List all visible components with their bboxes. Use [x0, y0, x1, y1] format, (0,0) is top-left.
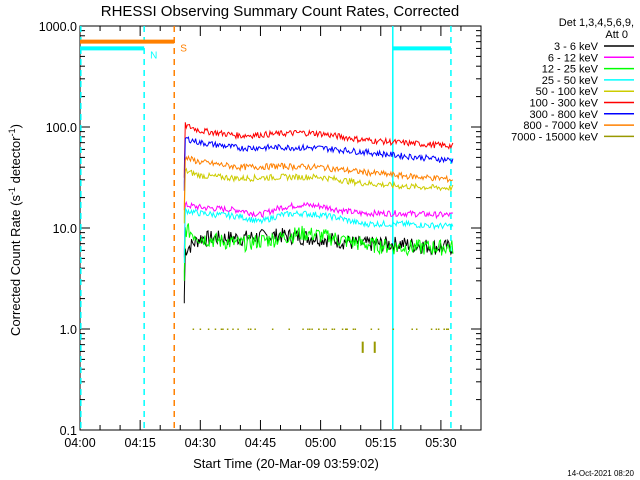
series-7000-15000-kev-dot	[199, 328, 202, 330]
series-7000-15000-kev-dot	[392, 328, 395, 330]
series-7000-15000-kev-dot	[226, 328, 229, 330]
legend-entry-label: 7000 - 15000 keV	[511, 131, 599, 143]
y-tick-label: 100.0	[46, 121, 77, 135]
flag-label: S	[180, 44, 187, 55]
series-7000-15000-kev-dot	[411, 328, 413, 330]
series-7000-15000-kev-dot	[443, 328, 445, 330]
y-axis-label: Corrected Count Rate (s-1 detector-1)	[7, 124, 23, 336]
legend-entry-label: 12 - 25 keV	[542, 64, 599, 76]
series-7000-15000-kev-dot	[232, 328, 234, 330]
series-7000-15000-kev-dot	[323, 328, 325, 330]
legend-entry-label: 300 - 800 keV	[530, 109, 599, 121]
legend-entry-label: 800 - 7000 keV	[523, 120, 598, 132]
series-7000-15000-kev-dot	[377, 328, 380, 330]
series-7000-15000-kev-dot	[247, 328, 250, 330]
x-tick-label: 04:30	[185, 436, 216, 450]
series-7000-15000-kev-dot	[333, 328, 336, 330]
series-7000-15000-kev-dot	[214, 328, 217, 330]
x-tick-label: 05:15	[365, 436, 396, 450]
x-axis-label: Start Time (20-Mar-09 03:59:02)	[193, 456, 379, 471]
series-7000-15000-kev-dot	[288, 328, 290, 330]
series-7000-15000-kev-dot	[311, 328, 313, 330]
plot-frame	[79, 25, 482, 431]
series-7000-15000-kev-dot	[207, 328, 210, 330]
series-7000-15000-kev-dot	[302, 328, 304, 330]
series-25-50-kev-line	[183, 206, 454, 263]
y-tick-label: 1.0	[60, 323, 77, 337]
series-50-100-kev-line	[183, 167, 454, 224]
y-tick-label: 10.0	[53, 222, 77, 236]
series-7000-15000-kev-dot	[220, 328, 223, 330]
legend-entry-label: 3 - 6 keV	[554, 41, 599, 53]
legend-entry-label: 25 - 50 keV	[542, 75, 599, 87]
series-7000-15000-kev-dot	[309, 328, 311, 330]
legend-header-detectors: Det 1,3,4,5,6,9,	[559, 17, 634, 29]
series-7000-15000-kev-dot	[341, 328, 344, 330]
series-7000-15000-kev-dot	[249, 328, 252, 330]
series-7000-15000-kev-dot	[430, 328, 433, 330]
series-7000-15000-kev-dot	[415, 328, 418, 330]
x-tick-label: 04:15	[125, 436, 156, 450]
series-7000-15000-kev-dot	[318, 328, 320, 330]
series-100-300-kev-line	[183, 122, 454, 178]
series-7000-15000-kev-dot	[254, 328, 256, 330]
x-tick-label: 05:00	[305, 436, 336, 450]
series-12-25-kev-line	[183, 223, 454, 281]
series-7000-15000-kev-dot	[445, 328, 448, 330]
chart-title: RHESSI Observing Summary Count Rates, Co…	[101, 3, 459, 20]
series-7000-15000-kev-dot	[354, 328, 357, 330]
y-tick-label: 0.1	[60, 424, 77, 438]
x-tick-label: 05:30	[425, 436, 456, 450]
legend-entry-label: 6 - 12 keV	[548, 52, 599, 64]
plot-area: 0.1 1.0 10.0 100.0 1000.0 04:00 04:15 04:30 04:4…	[39, 20, 482, 450]
series-7000-15000-kev-dot	[271, 328, 274, 330]
series-7000-15000-kev-dot	[237, 328, 239, 330]
series-7000-15000-kev-dot	[325, 328, 327, 330]
legend-entry-label: 50 - 100 keV	[536, 86, 599, 98]
series-7000-15000-kev-dot	[370, 328, 373, 330]
series-7000-15000-kev-dot	[307, 328, 309, 330]
series-7000-15000-kev-dot	[222, 328, 224, 330]
series-7000-15000-kev-dot	[437, 328, 440, 330]
series-300-800-kev-line	[183, 136, 454, 191]
series-7000-15000-kev-dot	[447, 328, 450, 330]
series-3-6-kev-line	[183, 228, 454, 304]
generated-timestamp: 14-Oct-2021 08:20	[567, 469, 634, 478]
series-6-12-kev-line	[183, 200, 454, 258]
series-7000-15000-kev-dot	[435, 328, 438, 330]
x-tick-label: 04:45	[245, 436, 276, 450]
legend-header-attenuator: Att 0	[605, 29, 628, 41]
y-tick-label: 1000.0	[39, 20, 77, 34]
legend-entry-label: 100 - 300 keV	[530, 98, 599, 110]
series-7000-15000-kev-dot	[344, 328, 347, 330]
series-7000-15000-kev-dot	[346, 328, 348, 330]
series-7000-15000-kev-dot	[352, 328, 355, 330]
x-tick-label: 04:00	[64, 436, 95, 450]
series-800-7000-kev-line	[183, 154, 454, 211]
series-7000-15000-kev-dot	[331, 328, 334, 330]
series-7000-15000-kev-dot	[192, 328, 195, 330]
flag-label: N	[150, 50, 157, 61]
